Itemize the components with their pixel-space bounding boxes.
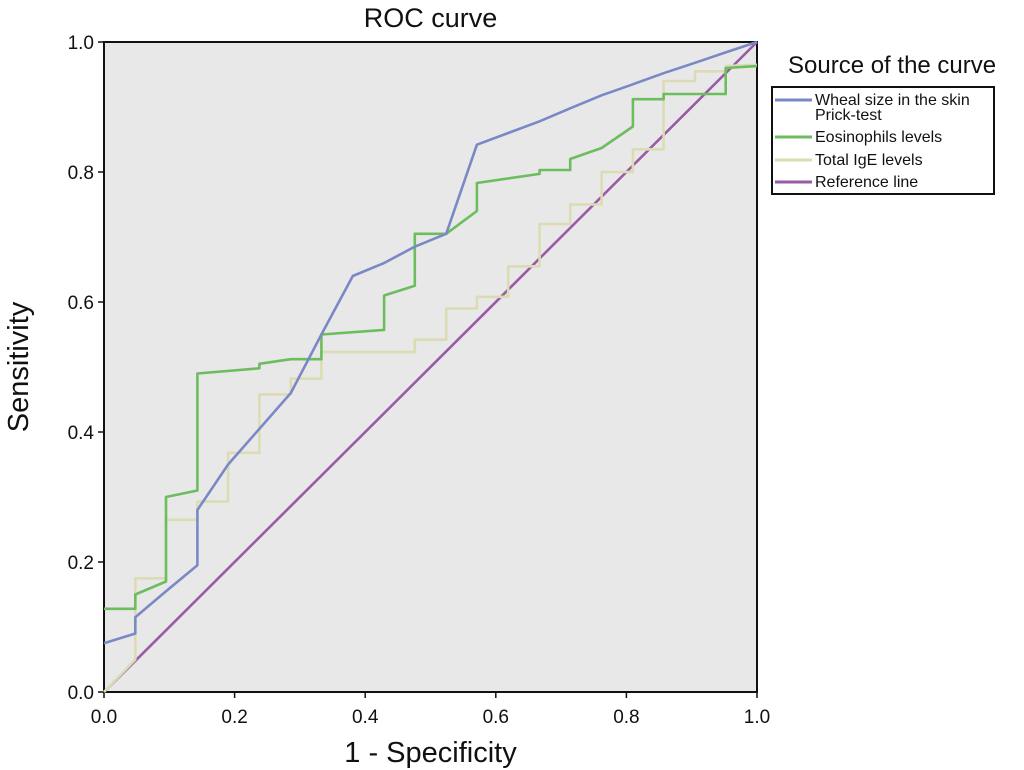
- series-line-eosinophils-levels: [104, 64, 758, 611]
- y-tick-label: 0.0: [68, 683, 94, 704]
- legend-label-total-ige-levels: Total IgE levels: [815, 152, 923, 169]
- legend-label-wheal-size-in-the-skin-prick-test: Wheal size in the skin Prick-test: [815, 92, 970, 124]
- y-axis-title: Sensitivity: [3, 301, 35, 432]
- series-line-total-ige-levels: [103, 63, 758, 693]
- legend-title: Source of the curve: [788, 52, 996, 79]
- x-tick-label: 0.6: [483, 707, 509, 728]
- legend: Wheal size in the skin Prick-test Eosinoph…: [771, 86, 995, 195]
- x-tick-label: 0.2: [221, 707, 247, 728]
- y-tick-label: 0.2: [68, 553, 94, 574]
- x-tick-label: 1.0: [744, 707, 770, 728]
- x-axis-title: 1 - Specificity: [344, 737, 517, 769]
- x-tick-label: 0.0: [91, 707, 117, 728]
- y-tick-label: 0.6: [68, 293, 94, 314]
- legend-label-reference-line: Reference line: [815, 174, 918, 191]
- y-tick-label: 0.4: [68, 423, 95, 444]
- chart-title: ROC curve: [364, 3, 498, 33]
- x-tick-label: 0.4: [352, 707, 379, 728]
- legend-label-eosinophils-levels: Eosinophils levels: [815, 129, 942, 146]
- x-tick-label: 0.8: [613, 707, 639, 728]
- series-line-wheal-size-in-the-skin-prick-test: [103, 40, 758, 645]
- legend-box: [771, 86, 995, 195]
- y-tick-label: 1.0: [68, 33, 94, 54]
- y-tick-label: 0.8: [68, 163, 94, 184]
